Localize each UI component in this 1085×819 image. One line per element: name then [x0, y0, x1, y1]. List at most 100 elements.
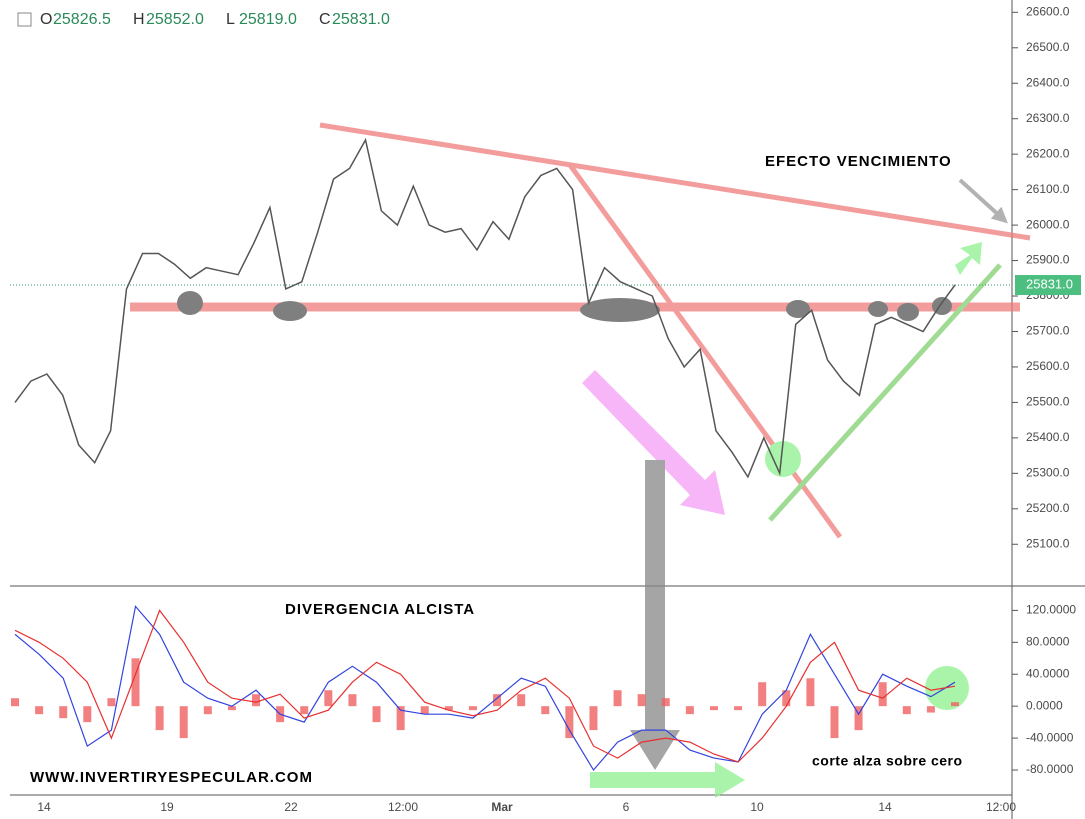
ohlc-value: 25826.5 — [53, 11, 111, 28]
y-tick-label: 26300.0 — [1026, 111, 1070, 125]
y-tick-label: 25700.0 — [1026, 324, 1070, 338]
histogram-bar — [300, 706, 309, 715]
y-tick-label: 25900.0 — [1026, 253, 1070, 267]
ohlc-label: O — [40, 11, 52, 28]
histogram-bar — [758, 682, 767, 707]
arrow — [590, 762, 745, 798]
histogram-bar — [493, 694, 502, 707]
x-tick-label: 14 — [37, 800, 51, 814]
histogram-bar — [372, 706, 381, 723]
histogram-bar — [854, 706, 863, 731]
histogram-bar — [685, 706, 694, 715]
histogram-bar — [11, 698, 19, 707]
x-tick-label: 6 — [623, 800, 630, 814]
histogram-bar — [589, 706, 598, 731]
last-price-box — [1015, 275, 1081, 296]
histogram-bar — [926, 706, 935, 713]
y-tick-label: 80.0000 — [1026, 634, 1070, 648]
histogram-bar — [878, 682, 887, 707]
histogram-bar — [637, 694, 646, 707]
histogram-bar — [902, 706, 911, 715]
histogram-bar — [830, 706, 839, 739]
histogram-bar — [468, 706, 477, 711]
arrow — [582, 370, 725, 515]
y-tick-label: -40.0000 — [1026, 730, 1074, 744]
histogram-bar — [155, 706, 164, 731]
y-tick-label: 40.0000 — [1026, 666, 1070, 680]
arrow — [955, 242, 982, 275]
ohlc-value: 25852.0 — [146, 11, 204, 28]
drawings — [130, 122, 1031, 798]
x-tick-label: 12:00 — [986, 800, 1016, 814]
y-tick-label: 25500.0 — [1026, 395, 1070, 409]
x-tick-label: 10 — [750, 800, 764, 814]
y-tick-label: 26000.0 — [1026, 217, 1070, 231]
histogram-bar — [541, 706, 550, 715]
last-price-label: 25831.0 — [1026, 276, 1073, 291]
histogram-bar — [613, 690, 622, 707]
y-tick-label: 25600.0 — [1026, 359, 1070, 373]
ohlc-label: L — [226, 11, 235, 28]
histogram-bar — [227, 706, 236, 711]
ohlc-label: C — [319, 11, 331, 28]
x-tick-label: 12:00 — [388, 800, 418, 814]
histogram-bar — [348, 694, 357, 707]
histogram-bar — [59, 706, 68, 719]
x-tick-label: Mar — [491, 800, 513, 814]
histogram-bar — [420, 706, 429, 715]
histogram-bar — [252, 694, 261, 707]
histogram-bar — [35, 706, 44, 715]
y-tick-label: 25200.0 — [1026, 501, 1070, 515]
histogram-bar — [203, 706, 212, 715]
macd-line — [14, 605, 956, 772]
ohlc-value: 25831.0 — [332, 11, 390, 28]
histogram-bar — [806, 678, 815, 707]
trend-line — [768, 263, 1002, 522]
histogram-bar — [83, 706, 92, 723]
x-tick-label: 19 — [160, 800, 174, 814]
histogram-bar — [324, 690, 333, 707]
trend-line — [567, 163, 843, 539]
histogram-bar — [782, 690, 791, 707]
histogram-bar — [131, 658, 140, 707]
histogram-bar — [734, 706, 743, 711]
ohlc-value: 25819.0 — [239, 11, 297, 28]
annotation: DIVERGENCIA ALCISTA — [285, 601, 475, 618]
histogram-bar — [709, 706, 718, 711]
y-tick-label: 25300.0 — [1026, 466, 1070, 480]
annotation: corte alza sobre cero — [812, 753, 963, 769]
histogram-bar — [661, 698, 670, 707]
histogram-bar — [565, 706, 574, 739]
histogram-bar — [107, 698, 116, 707]
y-tick-label: 25100.0 — [1026, 536, 1070, 550]
y-tick-label: 26600.0 — [1026, 4, 1070, 18]
annotation: WWW.INVERTIRYESPECULAR.COM — [30, 769, 313, 786]
histogram-bar — [517, 694, 526, 707]
y-tick-label: 25400.0 — [1026, 430, 1070, 444]
y-tick-label: 26200.0 — [1026, 146, 1070, 160]
y-tick-label: -80.0000 — [1026, 762, 1074, 776]
x-tick-label: 22 — [284, 800, 298, 814]
histogram-bar — [951, 702, 959, 707]
arrow — [630, 460, 680, 770]
highlight-circle — [765, 441, 801, 477]
macd-line — [14, 609, 956, 763]
y-tick-label: 26500.0 — [1026, 40, 1070, 54]
crosshair-icon — [17, 12, 32, 27]
histogram-bar — [179, 706, 188, 739]
y-tick-label: 120.0000 — [1026, 603, 1076, 617]
ohlc-label: H — [133, 11, 145, 28]
price-line — [14, 137, 956, 479]
annotation: EFECTO VENCIMIENTO — [765, 153, 952, 170]
y-tick-label: 26400.0 — [1026, 75, 1070, 89]
histogram-bar — [444, 706, 453, 711]
trend-line — [319, 122, 1031, 241]
histogram-bar — [396, 706, 405, 731]
x-tick-label: 14 — [878, 800, 892, 814]
y-tick-label: 26100.0 — [1026, 182, 1070, 196]
arrow — [958, 178, 1008, 224]
y-tick-label: 0.0000 — [1026, 698, 1063, 712]
